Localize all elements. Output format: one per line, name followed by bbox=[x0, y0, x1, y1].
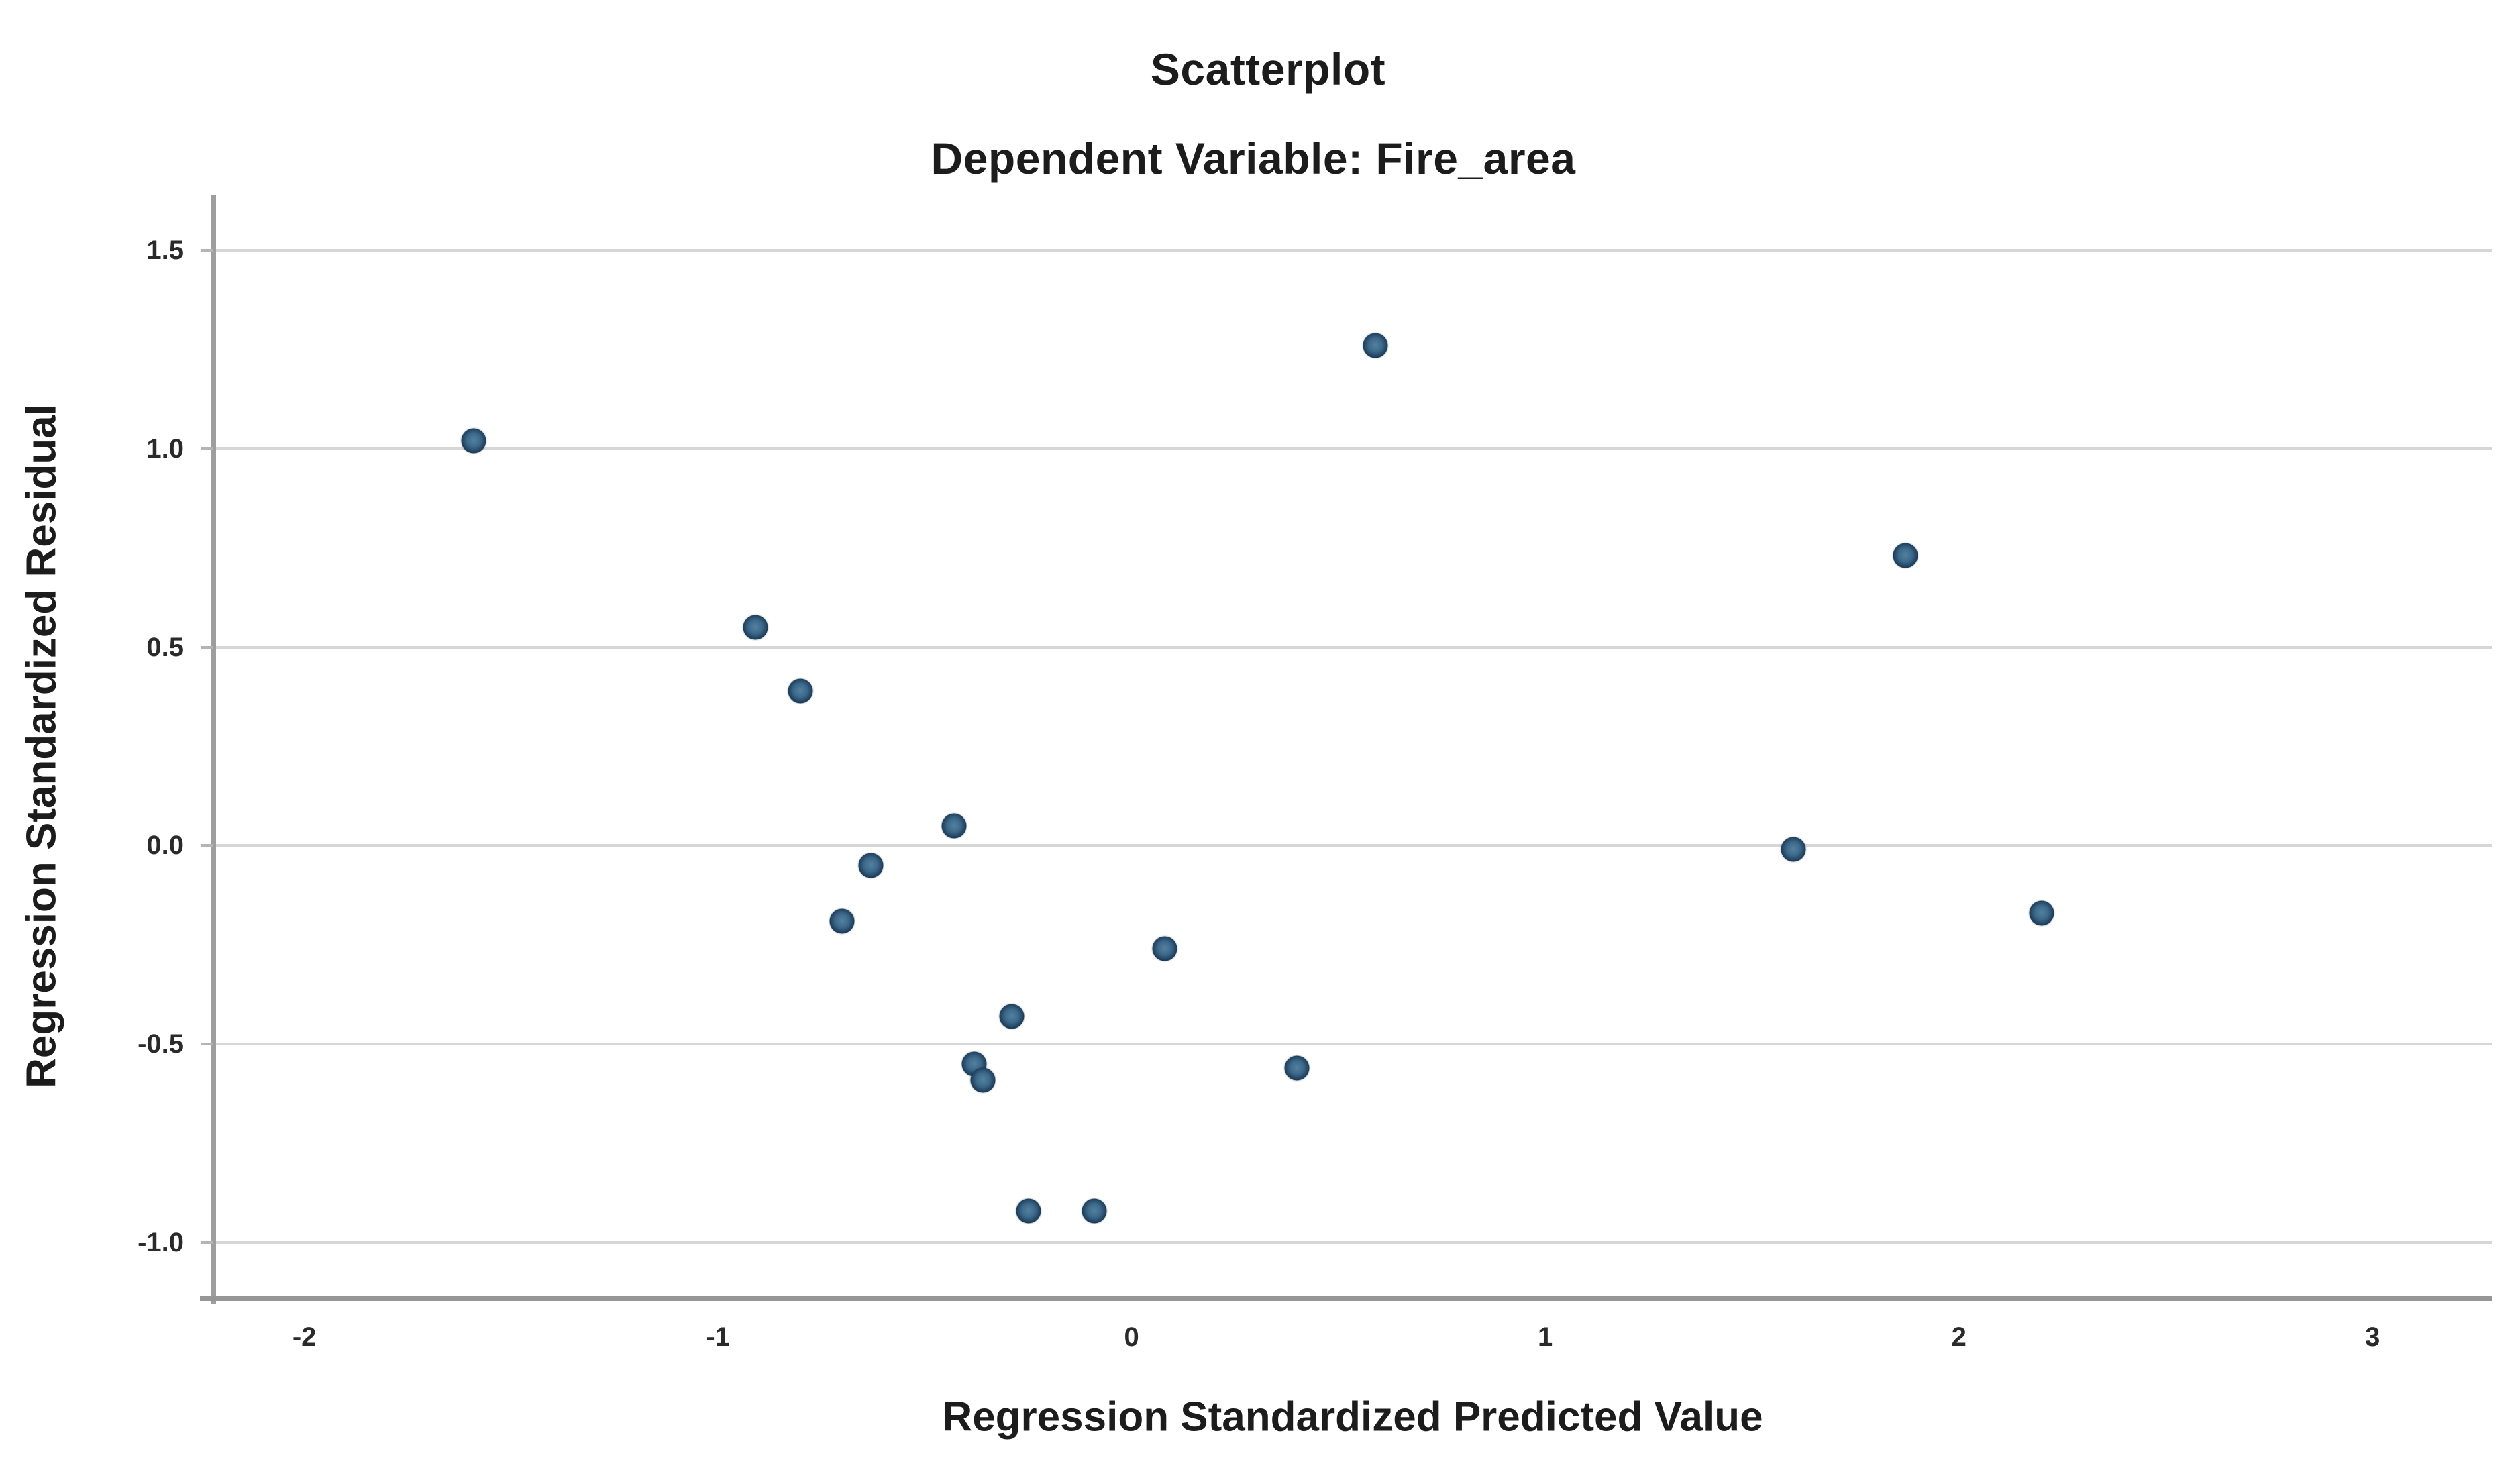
x-axis-title: Regression Standardized Predicted Value bbox=[942, 1393, 1763, 1440]
h-gridline bbox=[213, 248, 2492, 252]
data-point bbox=[1781, 837, 1806, 862]
data-point bbox=[829, 908, 855, 934]
data-point bbox=[1893, 543, 1918, 568]
y-tick-mark bbox=[201, 1043, 213, 1046]
data-point bbox=[999, 1004, 1025, 1029]
y-tick-mark bbox=[201, 645, 213, 649]
chart-subtitle: Dependent Variable: Fire_area bbox=[931, 134, 1576, 183]
x-tick-label: -1 bbox=[706, 1322, 730, 1352]
y-tick-mark bbox=[201, 1241, 213, 1245]
x-tick-label: 0 bbox=[1124, 1322, 1139, 1352]
x-tick-label: 2 bbox=[1951, 1322, 1966, 1352]
h-gridline bbox=[213, 447, 2492, 450]
x-axis-line bbox=[200, 1296, 2492, 1301]
data-point bbox=[743, 615, 768, 640]
x-tick-label: 3 bbox=[2365, 1322, 2380, 1352]
data-point bbox=[2029, 900, 2054, 926]
x-tick-label: 1 bbox=[1538, 1322, 1553, 1352]
chart-title: Scatterplot bbox=[1150, 44, 1386, 94]
x-tick-label: -2 bbox=[292, 1322, 317, 1352]
data-point bbox=[788, 678, 813, 704]
data-point bbox=[858, 853, 884, 878]
data-point bbox=[1152, 936, 1177, 961]
y-tick-mark bbox=[201, 844, 213, 847]
data-point bbox=[970, 1067, 996, 1093]
h-gridline bbox=[213, 645, 2492, 649]
data-point bbox=[1363, 333, 1388, 358]
y-tick-mark bbox=[201, 447, 213, 450]
y-tick-label: 1.0 bbox=[146, 433, 184, 464]
y-tick-mark bbox=[201, 248, 213, 252]
h-gridline bbox=[213, 1241, 2492, 1245]
y-tick-label: 0.0 bbox=[146, 831, 184, 861]
y-tick-label: -1.0 bbox=[138, 1228, 184, 1258]
data-point bbox=[461, 428, 486, 454]
y-tick-label: 0.5 bbox=[146, 632, 184, 662]
data-point bbox=[941, 813, 967, 839]
data-point bbox=[1284, 1055, 1310, 1081]
data-point bbox=[1016, 1198, 1041, 1224]
y-tick-label: 1.5 bbox=[146, 235, 184, 265]
h-gridline bbox=[213, 1043, 2492, 1046]
y-axis-line bbox=[211, 195, 216, 1304]
h-gridline bbox=[213, 844, 2492, 847]
data-point bbox=[1082, 1198, 1107, 1224]
y-tick-label: -0.5 bbox=[138, 1029, 184, 1059]
